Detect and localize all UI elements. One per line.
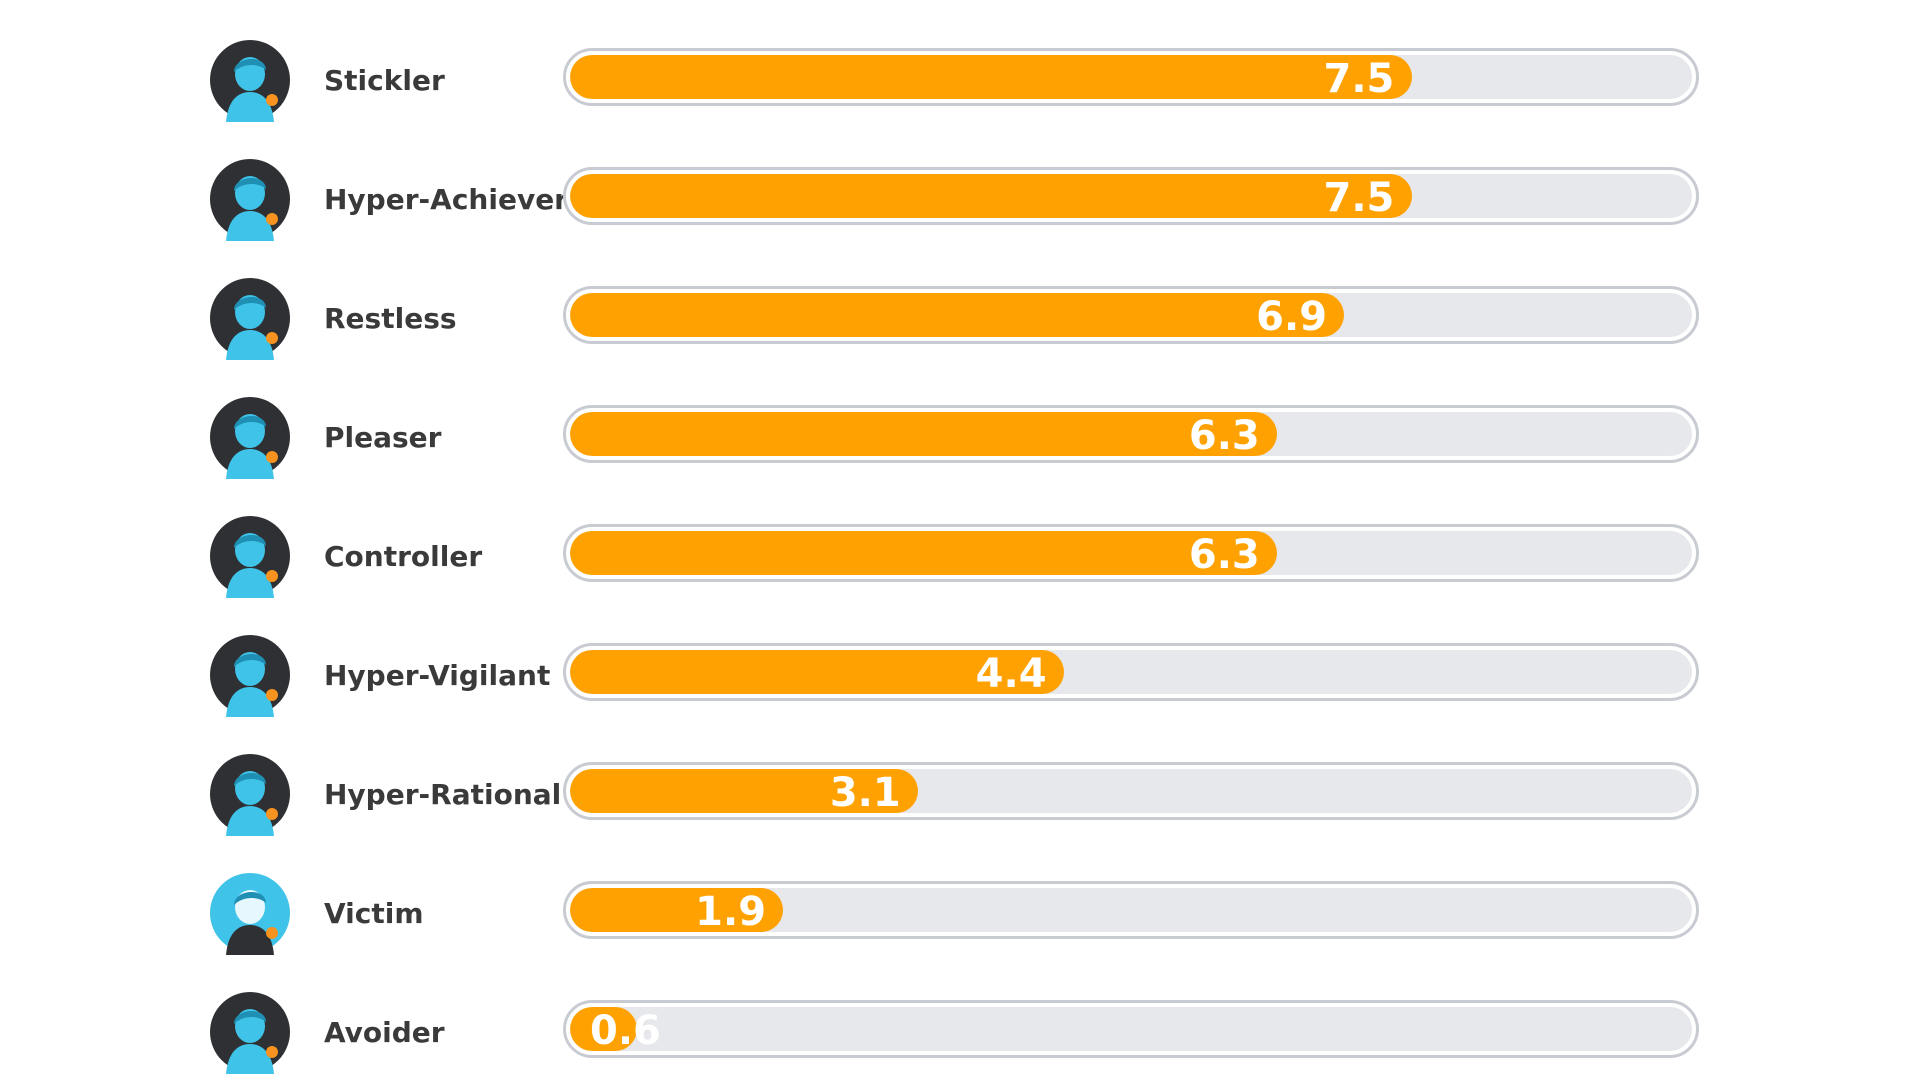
bar-track-inner-avoider: 0.6 [570, 1007, 1692, 1051]
bar-track-avoider: 0.6 [563, 1000, 1699, 1058]
bar-track-inner-stickler: 7.5 [570, 55, 1692, 99]
bar-track-controller: 6.3 [563, 524, 1699, 582]
bar-pleaser [570, 412, 1277, 456]
avoider-avatar-icon [210, 992, 290, 1074]
bar-track-restless: 6.9 [563, 286, 1699, 344]
data-label-controller: 6.3 [1188, 532, 1260, 575]
bar-row-hyper-rational: Hyper-Rational 3.1 [0, 740, 1920, 850]
category-label-avoider: Avoider [324, 1016, 445, 1049]
data-label-hyper-vigilant: 4.4 [975, 651, 1047, 694]
data-label-stickler: 7.5 [1323, 56, 1395, 99]
category-label-hyper-rational: Hyper-Rational [324, 778, 562, 811]
category-label-hyper-achiever: Hyper-Achiever [324, 183, 568, 216]
data-label-avoider: 0.6 [590, 1008, 661, 1051]
bar-track-hyper-achiever: 7.5 [563, 167, 1699, 225]
bar-hyper-vigilant [570, 650, 1064, 694]
bar-track-hyper-vigilant: 4.4 [563, 643, 1699, 701]
pleaser-avatar-icon [210, 397, 290, 479]
bar-row-controller: Controller 6.3 [0, 502, 1920, 612]
category-label-restless: Restless [324, 302, 457, 335]
bar-track-inner-restless: 6.9 [570, 293, 1692, 337]
bar-row-hyper-achiever: Hyper-Achiever 7.5 [0, 145, 1920, 255]
bar-hyper-achiever [570, 174, 1412, 218]
bar-row-hyper-vigilant: Hyper-Vigilant 4.4 [0, 621, 1920, 731]
bar-track-inner-pleaser: 6.3 [570, 412, 1692, 456]
bar-track-inner-controller: 6.3 [570, 531, 1692, 575]
bar-track-inner-hyper-rational: 3.1 [570, 769, 1692, 813]
bar-hyper-rational [570, 769, 918, 813]
bar-row-stickler: Stickler 7.5 [0, 26, 1920, 136]
data-label-pleaser: 6.3 [1188, 413, 1260, 456]
hyper-achiever-avatar-icon [210, 159, 290, 241]
bar-restless [570, 293, 1345, 337]
bar-track-stickler: 7.5 [563, 48, 1699, 106]
category-label-controller: Controller [324, 540, 483, 573]
controller-avatar-icon [210, 516, 290, 598]
bar-track-pleaser: 6.3 [563, 405, 1699, 463]
bar-row-restless: Restless 6.9 [0, 264, 1920, 374]
data-label-victim: 1.9 [695, 889, 767, 932]
stickler-avatar-icon [210, 40, 290, 122]
hyper-vigilant-avatar-icon [210, 635, 290, 717]
bar-row-avoider: Avoider 0.6 [0, 978, 1920, 1088]
bar-avoider [570, 1007, 638, 1051]
bar-track-inner-hyper-vigilant: 4.4 [570, 650, 1692, 694]
hyper-rational-avatar-icon [210, 754, 290, 836]
bar-track-victim: 1.9 [563, 881, 1699, 939]
bar-track-inner-hyper-achiever: 7.5 [570, 174, 1692, 218]
bar-controller [570, 531, 1277, 575]
data-label-restless: 6.9 [1256, 294, 1328, 337]
bar-row-pleaser: Pleaser 6.3 [0, 383, 1920, 493]
bar-stickler [570, 55, 1412, 99]
category-label-stickler: Stickler [324, 64, 445, 97]
restless-avatar-icon [210, 278, 290, 360]
bar-track-inner-victim: 1.9 [570, 888, 1692, 932]
category-label-pleaser: Pleaser [324, 421, 442, 454]
data-label-hyper-rational: 3.1 [829, 770, 901, 813]
bar-row-victim: Victim 1.9 [0, 859, 1920, 969]
category-label-victim: Victim [324, 897, 424, 930]
bar-victim [570, 888, 784, 932]
bar-track-hyper-rational: 3.1 [563, 762, 1699, 820]
victim-avatar-icon [210, 873, 290, 955]
category-label-hyper-vigilant: Hyper-Vigilant [324, 659, 551, 692]
data-label-hyper-achiever: 7.5 [1323, 175, 1395, 218]
